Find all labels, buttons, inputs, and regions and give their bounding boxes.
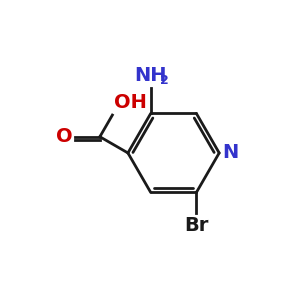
- Text: N: N: [223, 143, 239, 162]
- Text: OH: OH: [114, 93, 147, 112]
- Text: 2: 2: [160, 74, 169, 87]
- Text: O: O: [56, 127, 73, 146]
- Text: NH: NH: [134, 66, 167, 85]
- Text: Br: Br: [184, 216, 208, 235]
